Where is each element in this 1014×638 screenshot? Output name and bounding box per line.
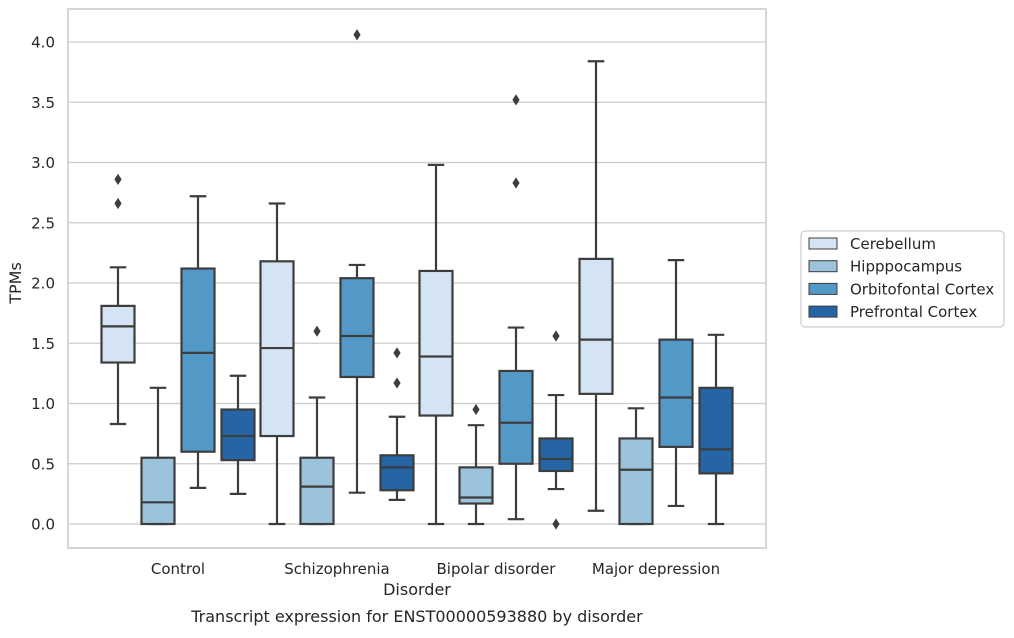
- box-orbitofontal-cortex: [658, 259, 694, 508]
- y-tick-label: 2.5: [31, 214, 55, 232]
- outlier-point: [472, 403, 480, 416]
- box-orbitofontal-cortex: [180, 195, 216, 489]
- legend-swatch: [808, 282, 838, 295]
- legend-swatch: [808, 237, 838, 250]
- x-tick-label: Schizophrenia: [284, 560, 389, 578]
- box-hipppocampus: [458, 403, 494, 526]
- y-tick-label: 0.5: [31, 455, 55, 473]
- iqr-box: [418, 269, 454, 417]
- iqr-box: [140, 456, 176, 526]
- x-tick-labels: Control Schizophrenia Bipolar disorder Majo…: [151, 560, 720, 578]
- plot-area: [100, 29, 734, 530]
- y-tick-label: 3.0: [31, 154, 55, 172]
- legend-label: Prefrontal Cortex: [850, 303, 977, 321]
- legend-swatch: [808, 260, 838, 273]
- box-cerebellum: [100, 173, 136, 426]
- outlier-point: [114, 197, 122, 210]
- box-prefrontal-cortex: [538, 330, 574, 530]
- legend-item: Hipppocampus: [808, 258, 962, 276]
- box-orbitofontal-cortex: [339, 29, 375, 494]
- outlier-point: [393, 377, 401, 389]
- outlier-point: [512, 94, 520, 106]
- legend-label: Cerebellum: [850, 235, 936, 253]
- box-orbitofontal-cortex: [498, 94, 534, 521]
- iqr-box: [618, 437, 654, 526]
- y-tick-label: 1.5: [31, 335, 55, 353]
- box-prefrontal-cortex: [220, 374, 256, 495]
- iqr-box: [658, 338, 694, 448]
- iqr-box: [498, 369, 534, 465]
- box-hipppocampus: [618, 407, 654, 526]
- iqr-box: [379, 454, 415, 492]
- iqr-box: [180, 267, 216, 453]
- outlier-point: [552, 330, 560, 342]
- box-cerebellum: [418, 163, 454, 526]
- y-tick-label: 1.0: [31, 395, 55, 413]
- legend-item: Prefrontal Cortex: [808, 303, 977, 321]
- y-tick-label: 4.0: [31, 34, 55, 52]
- x-tick-label: Control: [151, 560, 205, 578]
- x-tick-label: Bipolar disorder: [437, 560, 557, 578]
- iqr-box: [538, 437, 574, 473]
- outlier-point: [512, 177, 520, 189]
- gridlines: [68, 41, 766, 525]
- iqr-box: [698, 386, 734, 475]
- legend-label: Orbitofontal Cortex: [850, 280, 994, 298]
- iqr-box: [299, 456, 335, 526]
- legend-item: Cerebellum: [808, 235, 936, 253]
- box-hipppocampus: [299, 325, 335, 526]
- iqr-box: [220, 408, 256, 462]
- outlier-point: [114, 173, 122, 185]
- outlier-point: [313, 325, 321, 337]
- legend-swatch: [808, 305, 838, 318]
- y-tick-label: 2.0: [31, 275, 55, 293]
- outlier-point: [552, 518, 560, 530]
- outlier-point: [393, 347, 401, 359]
- box-cerebellum: [578, 60, 614, 512]
- legend: Cerebellum Hipppocampus Orbitofontal Corte…: [800, 230, 1005, 328]
- legend-label: Hipppocampus: [850, 258, 962, 276]
- iqr-box: [578, 257, 614, 395]
- iqr-box: [100, 304, 136, 364]
- y-axis-label: TPMs: [6, 262, 25, 305]
- iqr-box: [339, 277, 375, 379]
- box-cerebellum: [259, 202, 295, 526]
- y-tick-label: 0.0: [31, 516, 55, 534]
- x-axis-label: Disorder: [383, 580, 451, 599]
- y-tick-label: 3.5: [31, 94, 55, 112]
- box-prefrontal-cortex: [698, 333, 734, 526]
- chart-caption: Transcript expression for ENST0000059388…: [190, 607, 643, 626]
- box-prefrontal-cortex: [379, 347, 415, 501]
- plot-frame: [67, 8, 767, 549]
- x-tick-label: Major depression: [592, 560, 720, 578]
- legend-item: Orbitofontal Cortex: [808, 280, 994, 298]
- legend-box: [800, 230, 1005, 328]
- y-tick-labels: 0.0 0.5 1.0 1.5 2.0 2.5 3.0 3.5 4.0: [31, 34, 55, 534]
- outlier-point: [353, 29, 361, 41]
- box-hipppocampus: [140, 386, 176, 526]
